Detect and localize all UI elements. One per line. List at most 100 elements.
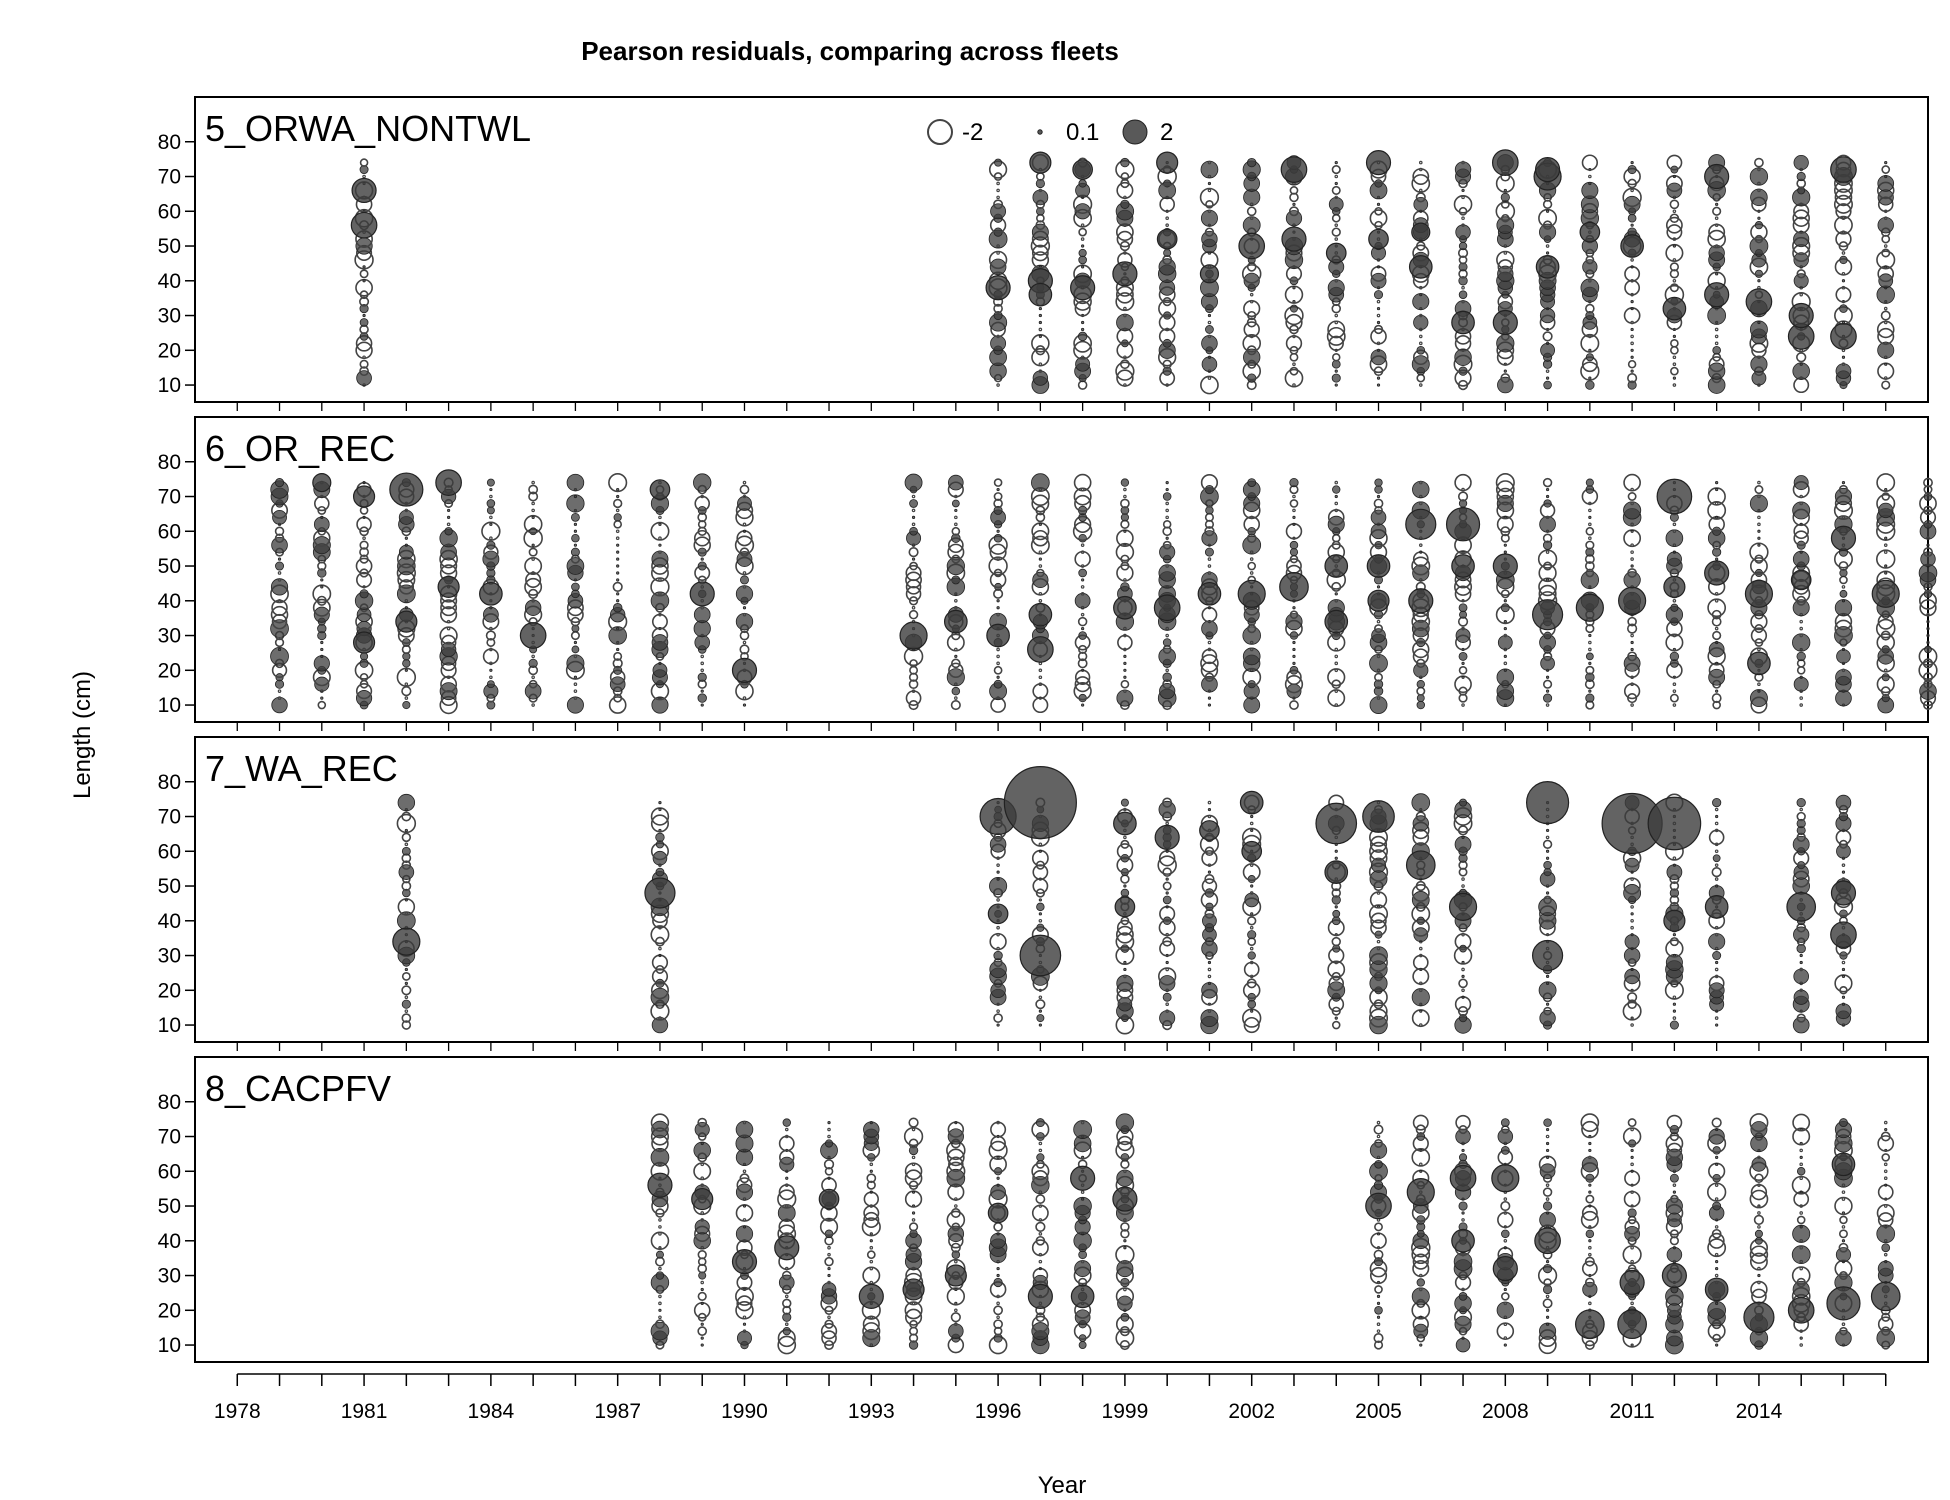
residual-negative-bubble <box>1035 999 1046 1010</box>
residual-negative-bubble <box>573 689 578 693</box>
residual-negative-bubble <box>1876 473 1896 493</box>
residual-negative-bubble <box>777 1189 797 1209</box>
residual-positive-bubble <box>1543 1118 1552 1127</box>
residual-positive-bubble <box>1585 478 1594 487</box>
residual-positive-bubble <box>1158 800 1176 819</box>
residual-large-bubble <box>1535 255 1560 279</box>
residual-positive-bubble <box>1165 891 1169 895</box>
residual-negative-bubble <box>1289 186 1299 195</box>
residual-negative-bubble <box>274 526 285 537</box>
residual-positive-bubble <box>1839 1118 1848 1128</box>
residual-negative-bubble <box>1165 967 1169 972</box>
residual-negative-bubble <box>1793 530 1809 547</box>
residual-negative-bubble <box>739 484 750 495</box>
residual-positive-bubble <box>1630 369 1634 373</box>
residual-negative-bubble <box>1585 526 1595 536</box>
residual-positive-bubble <box>1923 589 1933 599</box>
residual-negative-bubble <box>1503 1211 1508 1215</box>
residual-negative-bubble <box>1796 1215 1806 1225</box>
residual-positive-bubble <box>1503 620 1507 624</box>
residual-negative-bubble <box>1792 1113 1811 1132</box>
residual-positive-bubble <box>1884 1183 1888 1187</box>
residual-positive-bubble <box>1503 599 1507 603</box>
residual-positive-bubble <box>1120 582 1130 592</box>
residual-positive-bubble <box>1500 192 1510 202</box>
residual-negative-bubble <box>739 547 750 557</box>
residual-negative-bubble <box>1757 522 1761 527</box>
residual-large-bubble <box>1199 820 1220 841</box>
residual-negative-bubble <box>988 1140 1008 1161</box>
residual-negative-bubble <box>1207 571 1212 575</box>
residual-positive-bubble <box>1835 1247 1852 1263</box>
residual-negative-bubble <box>1880 310 1891 321</box>
residual-negative-bubble <box>1545 1183 1550 1187</box>
residual-negative-bubble <box>1334 320 1339 325</box>
residual-positive-bubble <box>1123 1246 1127 1250</box>
residual-negative-bubble <box>824 1340 834 1351</box>
residual-positive-bubble <box>486 478 495 487</box>
residual-negative-bubble <box>658 1218 662 1222</box>
residual-negative-bubble <box>1247 916 1257 926</box>
residual-negative-bubble <box>1500 589 1510 599</box>
residual-positive-bubble <box>404 898 408 902</box>
x-tick-label: 1984 <box>468 1400 515 1423</box>
residual-positive-bubble <box>869 1190 873 1194</box>
residual-positive-bubble <box>1162 638 1172 647</box>
residual-positive-bubble <box>993 950 1003 961</box>
residual-positive-bubble <box>911 515 916 519</box>
residual-positive-bubble <box>1165 481 1169 485</box>
residual-large-bubble <box>1365 1192 1392 1220</box>
residual-large-bubble <box>1575 1309 1605 1340</box>
residual-positive-bubble <box>401 999 411 1009</box>
residual-negative-bubble <box>954 1308 958 1313</box>
residual-negative-bubble <box>1672 995 1677 1000</box>
residual-positive-bubble <box>1376 376 1381 380</box>
residual-large-bubble <box>1315 802 1358 845</box>
residual-negative-bubble <box>1841 1197 1846 1201</box>
residual-negative-bubble <box>1669 213 1680 223</box>
residual-negative-bubble <box>1080 550 1085 554</box>
residual-large-bubble <box>1019 934 1062 977</box>
residual-positive-bubble <box>655 1250 664 1259</box>
residual-positive-bubble <box>1630 327 1634 332</box>
residual-positive-bubble <box>651 1120 669 1139</box>
residual-positive-bubble <box>320 647 324 652</box>
residual-positive-bubble <box>1585 1173 1595 1183</box>
residual-negative-bubble <box>1461 216 1465 221</box>
residual-negative-bubble <box>277 696 282 700</box>
residual-positive-bubble <box>1543 860 1552 870</box>
y-tick-label: 70 <box>158 486 181 509</box>
residual-negative-bubble <box>1714 626 1719 631</box>
residual-positive-bubble <box>1250 884 1254 888</box>
residual-negative-bubble <box>1839 1326 1848 1336</box>
residual-positive-bubble <box>1077 331 1088 342</box>
residual-negative-bubble <box>355 557 373 575</box>
residual-positive-bubble <box>1926 543 1930 547</box>
residual-positive-bubble <box>1799 1225 1803 1229</box>
residual-positive-bubble <box>1207 981 1212 985</box>
residual-negative-bubble <box>1711 693 1722 704</box>
residual-negative-bubble <box>359 269 369 279</box>
residual-negative-bubble <box>1123 1169 1127 1174</box>
residual-negative-bubble <box>1292 334 1296 339</box>
residual-negative-bubble <box>1370 919 1387 937</box>
residual-positive-bubble <box>1793 252 1809 268</box>
residual-negative-bubble <box>861 1217 881 1237</box>
residual-negative-bubble <box>1665 939 1684 958</box>
residual-negative-bubble <box>1799 703 1803 707</box>
residual-negative-bubble <box>700 1162 705 1167</box>
residual-negative-bubble <box>1120 1222 1130 1232</box>
residual-positive-bubble <box>951 533 961 543</box>
residual-large-bubble <box>774 1235 800 1261</box>
residual-negative-bubble <box>1833 194 1853 214</box>
residual-positive-bubble <box>616 494 620 499</box>
residual-negative-bubble <box>359 296 370 307</box>
residual-negative-bubble <box>1373 324 1384 335</box>
residual-positive-bubble <box>1036 902 1045 912</box>
residual-negative-bubble <box>1077 380 1088 390</box>
residual-negative-bubble <box>1883 550 1888 554</box>
residual-positive-bubble <box>1242 535 1262 555</box>
residual-positive-bubble <box>996 1183 1000 1187</box>
residual-negative-bubble <box>1207 800 1212 805</box>
residual-positive-bubble <box>1630 223 1634 227</box>
